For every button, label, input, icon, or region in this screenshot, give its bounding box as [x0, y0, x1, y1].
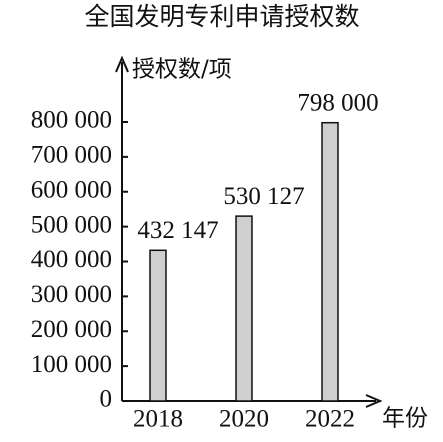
bar: [321, 121, 339, 402]
y-tick-label: 100 000: [31, 351, 112, 378]
x-tick-label: 2020: [219, 406, 269, 433]
y-tick-label: 800 000: [31, 107, 112, 134]
value-label: 798 000: [297, 89, 378, 116]
y-tick-label: 700 000: [31, 142, 112, 169]
value-label: 432 147: [137, 217, 218, 244]
y-tick-label: 400 000: [31, 246, 112, 273]
y-tick-label: 200 000: [31, 316, 112, 343]
y-tick-label: 500 000: [31, 211, 112, 238]
y-tick-label: 300 000: [31, 281, 112, 308]
bar: [149, 249, 167, 402]
y-tick-label: 0: [100, 386, 113, 413]
x-axis-label: 年份: [382, 406, 428, 432]
chart-title: 全国发明专利申请授权数: [84, 2, 359, 31]
y-axis-arrow: [115, 55, 129, 73]
bar: [235, 215, 253, 402]
value-label: 530 127: [223, 183, 304, 210]
x-tick-label: 2018: [133, 406, 183, 433]
y-tick-label: 600 000: [31, 176, 112, 203]
y-axis-label: 授权数/项: [132, 57, 232, 83]
x-tick-label: 2022: [305, 406, 355, 433]
x-axis-arrow: [365, 394, 383, 408]
